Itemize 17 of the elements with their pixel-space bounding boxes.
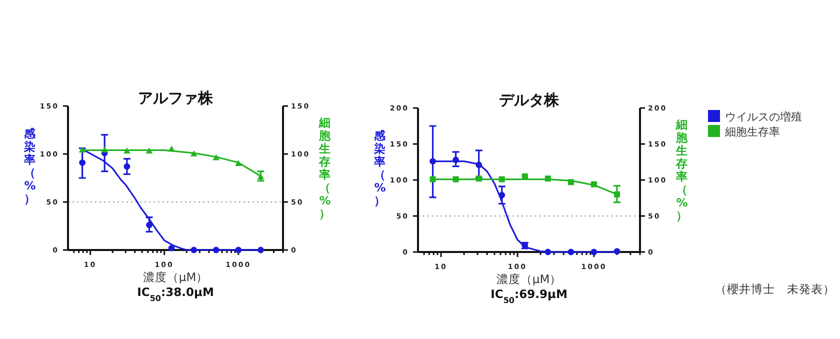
point bbox=[79, 159, 86, 166]
y2-axis-title: 細胞生存率（%） bbox=[318, 116, 332, 220]
text: IC$_{50}$:69.9μM bbox=[490, 287, 568, 304]
y2-axis-title: 細胞生存率（%） bbox=[675, 118, 689, 222]
point bbox=[168, 244, 175, 252]
point bbox=[146, 222, 152, 228]
point bbox=[124, 163, 130, 170]
legend-label: ウイルスの増殖 bbox=[725, 110, 802, 124]
chart-title: デルタ株 bbox=[499, 91, 560, 109]
text: IC$_{50}$:38.0μM bbox=[137, 285, 214, 302]
chart-title: アルファ株 bbox=[138, 89, 214, 107]
legend-label: 細胞生存率 bbox=[724, 126, 780, 138]
x-axis-title: 濃度（μM） bbox=[142, 270, 208, 284]
y-axis-title: 感染率（%） bbox=[23, 126, 37, 206]
text: （櫻井博士 未発表） bbox=[715, 282, 835, 296]
y-axis-title: 感染率（%） bbox=[373, 128, 387, 208]
x-axis-title: 濃度（μM） bbox=[496, 272, 562, 286]
